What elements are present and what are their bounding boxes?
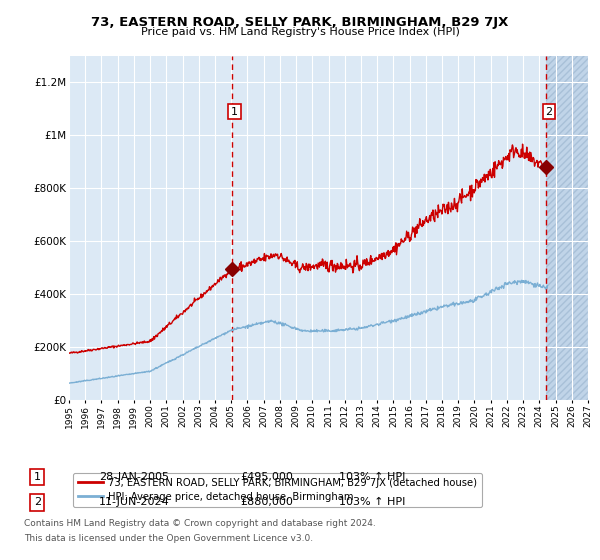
Text: Price paid vs. HM Land Registry's House Price Index (HPI): Price paid vs. HM Land Registry's House … bbox=[140, 27, 460, 37]
Text: 103% ↑ HPI: 103% ↑ HPI bbox=[339, 497, 406, 507]
Text: 2: 2 bbox=[545, 106, 553, 116]
Text: £880,000: £880,000 bbox=[240, 497, 293, 507]
Text: 11-JUN-2024: 11-JUN-2024 bbox=[99, 497, 170, 507]
Bar bbox=[547, 56, 588, 400]
Text: 1: 1 bbox=[34, 472, 41, 482]
Text: 1: 1 bbox=[231, 106, 238, 116]
Text: £495,000: £495,000 bbox=[240, 472, 293, 482]
Text: Contains HM Land Registry data © Crown copyright and database right 2024.: Contains HM Land Registry data © Crown c… bbox=[24, 519, 376, 528]
Text: 103% ↑ HPI: 103% ↑ HPI bbox=[339, 472, 406, 482]
Text: 2: 2 bbox=[34, 497, 41, 507]
Legend: 73, EASTERN ROAD, SELLY PARK, BIRMINGHAM, B29 7JX (detached house), HPI: Average: 73, EASTERN ROAD, SELLY PARK, BIRMINGHAM… bbox=[73, 473, 482, 507]
Text: 73, EASTERN ROAD, SELLY PARK, BIRMINGHAM, B29 7JX: 73, EASTERN ROAD, SELLY PARK, BIRMINGHAM… bbox=[91, 16, 509, 29]
Text: This data is licensed under the Open Government Licence v3.0.: This data is licensed under the Open Gov… bbox=[24, 534, 313, 543]
Text: 28-JAN-2005: 28-JAN-2005 bbox=[99, 472, 169, 482]
